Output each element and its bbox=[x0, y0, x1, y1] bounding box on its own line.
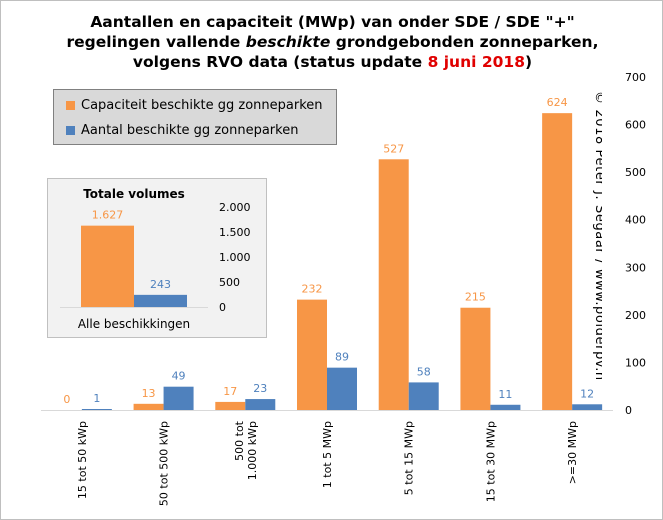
title-line-2-post: grondgebonden zonneparken, bbox=[330, 33, 599, 51]
inset-x-tick-label: Alle beschikkingen bbox=[78, 317, 190, 331]
chart-title-line-2: regelingen vallende beschikte grondgebon… bbox=[1, 33, 663, 51]
y-tick-label: 300 bbox=[625, 261, 646, 274]
x-tick-label: 500 tot1.000 kWp bbox=[233, 420, 259, 480]
totals-inset-panel: Totale volumes 0 500 1.000 1.500 2.000 1.627 24… bbox=[47, 178, 267, 338]
x-tick-label-line: 1.000 kWp bbox=[246, 421, 259, 480]
inset-y-tick-label: 1.500 bbox=[219, 226, 251, 239]
bar-capacity bbox=[460, 307, 491, 410]
inset-bar-capacity bbox=[81, 225, 134, 307]
bar-capacity bbox=[215, 401, 246, 410]
chart-title-line-1: Aantallen en capaciteit (MWp) van onder … bbox=[90, 13, 575, 31]
data-label-count: 49 bbox=[172, 370, 186, 383]
y-tick-label: 200 bbox=[625, 309, 646, 322]
inset-data-label-capacity: 1.627 bbox=[92, 209, 124, 222]
inset-y-tick-label: 0 bbox=[219, 301, 226, 314]
x-tick-label-line: >=30 MWp bbox=[566, 421, 579, 484]
bar-count bbox=[245, 399, 276, 410]
legend-item-capacity: Capaciteit beschikte gg zonneparken bbox=[66, 98, 323, 113]
legend-swatch-count bbox=[66, 126, 75, 135]
bar-count bbox=[490, 404, 521, 410]
x-tick-label: 15 tot 50 kWp bbox=[76, 421, 89, 499]
bar-count bbox=[81, 409, 112, 410]
inset-y-tick-label: 2.000 bbox=[219, 201, 251, 214]
copyright-text: © 2018 Peter J. Segaar / www.polderpv.nl bbox=[592, 91, 602, 381]
title-line-2-pre: regelingen vallende bbox=[66, 33, 246, 51]
x-tick-label: 50 tot 500 kWp bbox=[158, 421, 171, 506]
data-label-capacity: 232 bbox=[302, 283, 323, 296]
x-tick-label-line: 15 tot 30 MWp bbox=[484, 421, 497, 502]
title-line-3-pre: volgens RVO data (status update bbox=[132, 53, 428, 71]
x-tick-label: 1 tot 5 MWp bbox=[321, 421, 334, 488]
title-update-date: 8 juni 2018 bbox=[427, 53, 525, 71]
data-label-count: 11 bbox=[498, 388, 512, 401]
data-label-capacity: 215 bbox=[465, 291, 486, 304]
inset-y-tick-label: 1.000 bbox=[219, 251, 251, 264]
bar-capacity bbox=[133, 403, 164, 410]
legend-label-count: Aantal beschikte gg zonneparken bbox=[81, 123, 299, 138]
y-tick-label: 400 bbox=[625, 214, 646, 227]
bar-count bbox=[408, 382, 439, 410]
bar-count bbox=[163, 386, 194, 410]
inset-y-tick-label: 500 bbox=[219, 276, 240, 289]
chart-title-line-3: volgens RVO data (status update 8 juni 2… bbox=[1, 53, 663, 71]
data-label-capacity: 624 bbox=[547, 96, 568, 109]
bar-capacity bbox=[378, 159, 409, 410]
data-label-count: 23 bbox=[253, 382, 267, 395]
x-tick-label-line: 15 tot 50 kWp bbox=[76, 421, 89, 499]
x-tick-label-line: 50 tot 500 kWp bbox=[158, 421, 171, 506]
title-emphasis: beschikte bbox=[245, 33, 331, 51]
y-tick-label: 600 bbox=[625, 119, 646, 132]
data-label-capacity: 13 bbox=[142, 387, 156, 400]
bar-capacity bbox=[542, 113, 573, 410]
copyright-watermark: © 2018 Peter J. Segaar / www.polderpv.nl bbox=[592, 91, 602, 381]
legend-item-count: Aantal beschikte gg zonneparken bbox=[66, 123, 298, 138]
data-label-capacity: 527 bbox=[383, 142, 404, 155]
x-tick-label: 5 tot 15 MWp bbox=[403, 421, 416, 495]
inset-title: Totale volumes bbox=[83, 187, 185, 201]
y-tick-label: 700 bbox=[625, 71, 646, 84]
data-label-count: 89 bbox=[335, 351, 349, 364]
chart-legend: Capaciteit beschikte gg zonneparken Aant… bbox=[53, 89, 337, 145]
y-tick-label: 100 bbox=[625, 356, 646, 369]
x-tick-label-line: 500 tot bbox=[233, 420, 246, 461]
data-label-count: 1 bbox=[93, 392, 100, 405]
data-label-capacity: 0 bbox=[63, 393, 70, 406]
data-label-count: 12 bbox=[580, 387, 594, 400]
bar-capacity bbox=[297, 299, 327, 410]
x-tick-label-line: 1 tot 5 MWp bbox=[321, 421, 334, 488]
x-tick-label: 15 tot 30 MWp bbox=[484, 421, 497, 502]
totals-inset-chart: Totale volumes 0 500 1.000 1.500 2.000 1.627 24… bbox=[60, 187, 251, 331]
y-tick-label: 0 bbox=[625, 404, 632, 417]
legend-label-capacity: Capaciteit beschikte gg zonneparken bbox=[81, 98, 323, 113]
legend-swatch-capacity bbox=[66, 101, 75, 110]
data-label-count: 58 bbox=[417, 365, 431, 378]
bar-count bbox=[327, 367, 357, 410]
x-tick-label: >=30 MWp bbox=[566, 421, 579, 484]
x-tick-label-line: 5 tot 15 MWp bbox=[403, 421, 416, 495]
data-label-capacity: 17 bbox=[223, 385, 237, 398]
bar-count bbox=[572, 404, 603, 410]
inset-data-label-count: 243 bbox=[150, 278, 171, 291]
y-tick-label: 500 bbox=[625, 166, 646, 179]
title-line-3-post: ) bbox=[524, 53, 533, 71]
inset-bar-count bbox=[134, 294, 187, 307]
